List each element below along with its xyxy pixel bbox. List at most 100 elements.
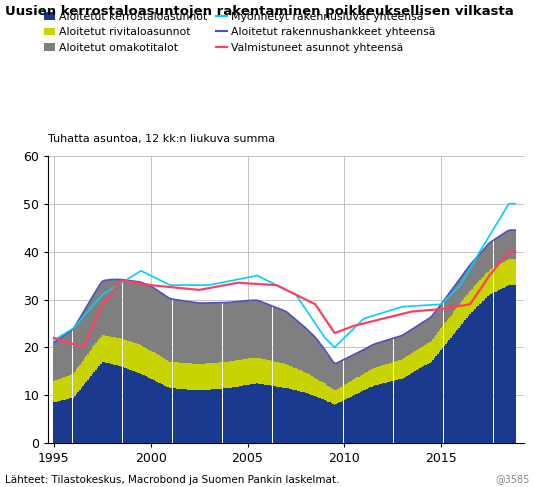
Bar (202, 390, 203, 443)
Bar (310, 394, 311, 443)
Bar (342, 360, 343, 386)
Bar (59, 401, 61, 443)
Bar (256, 383, 258, 443)
Bar (392, 338, 393, 362)
Bar (279, 363, 280, 387)
Bar (463, 274, 464, 299)
Bar (437, 354, 439, 443)
Bar (502, 262, 503, 288)
Bar (189, 363, 190, 390)
Bar (323, 399, 324, 443)
Bar (255, 358, 256, 384)
Bar (347, 383, 348, 398)
Bar (243, 385, 245, 443)
Bar (213, 363, 215, 389)
Bar (493, 292, 495, 443)
Bar (474, 260, 476, 285)
Bar (402, 378, 403, 443)
Bar (405, 334, 407, 357)
Bar (111, 280, 113, 337)
Bar (400, 336, 402, 360)
Bar (139, 282, 140, 344)
Bar (140, 345, 142, 374)
Bar (118, 338, 119, 366)
Bar (442, 326, 444, 348)
Bar (198, 364, 200, 391)
Bar (274, 386, 276, 443)
Bar (148, 285, 150, 350)
Bar (419, 348, 421, 368)
Bar (369, 370, 371, 387)
Bar (471, 263, 472, 289)
Bar (474, 309, 476, 443)
Bar (423, 322, 424, 346)
Bar (73, 398, 74, 443)
Bar (337, 403, 339, 443)
Bar (416, 370, 418, 443)
Bar (271, 386, 272, 443)
Bar (197, 364, 198, 391)
Bar (189, 390, 190, 443)
Bar (158, 382, 159, 443)
Bar (92, 347, 94, 374)
Bar (479, 281, 480, 304)
Bar (503, 233, 505, 262)
Bar (295, 319, 297, 368)
Bar (256, 300, 258, 357)
Bar (226, 362, 227, 388)
Bar (413, 372, 415, 443)
Bar (399, 360, 400, 379)
Bar (264, 303, 266, 359)
Bar (418, 325, 419, 349)
Bar (329, 387, 331, 402)
Bar (458, 305, 460, 328)
Bar (332, 404, 334, 443)
Bar (469, 291, 471, 314)
Bar (329, 357, 331, 387)
Bar (150, 378, 151, 443)
Bar (132, 371, 134, 443)
Bar (247, 385, 248, 443)
Bar (385, 364, 387, 382)
Bar (89, 352, 90, 378)
Bar (239, 386, 240, 443)
Bar (316, 379, 318, 397)
Bar (507, 260, 508, 286)
Bar (158, 355, 159, 382)
Bar (515, 285, 516, 443)
Bar (310, 333, 311, 375)
Bar (66, 376, 67, 399)
Bar (140, 374, 142, 443)
Bar (159, 383, 161, 443)
Bar (376, 343, 377, 367)
Bar (200, 391, 202, 443)
Bar (390, 381, 392, 443)
Bar (131, 342, 132, 370)
Bar (324, 350, 326, 383)
Bar (203, 364, 205, 390)
Bar (155, 289, 156, 354)
Bar (134, 281, 135, 343)
Bar (303, 326, 305, 372)
Bar (411, 353, 413, 373)
Bar (358, 352, 360, 376)
Bar (500, 289, 501, 443)
Bar (408, 375, 410, 443)
Bar (213, 389, 215, 443)
Bar (463, 322, 464, 443)
Bar (384, 365, 385, 383)
Bar (289, 366, 291, 389)
Bar (90, 299, 92, 350)
Bar (163, 295, 164, 358)
Bar (480, 303, 482, 443)
Bar (371, 387, 372, 443)
Bar (513, 259, 515, 285)
Bar (66, 334, 67, 376)
Bar (123, 280, 124, 339)
Bar (184, 301, 186, 363)
Bar (496, 291, 498, 443)
Bar (415, 351, 416, 371)
Bar (245, 300, 247, 359)
Bar (208, 390, 210, 443)
Bar (163, 358, 164, 385)
